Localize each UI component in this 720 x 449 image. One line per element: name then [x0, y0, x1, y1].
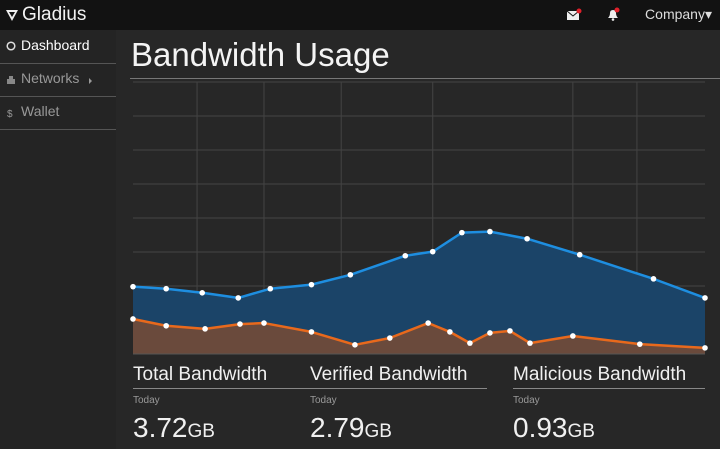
logo-icon	[6, 10, 18, 21]
stat-card: Malicious Bandwidth Today 0.93GB	[513, 364, 705, 444]
page-title: Bandwidth Usage	[131, 36, 390, 73]
nav-caret	[89, 78, 92, 84]
stat-period: Today	[513, 395, 540, 406]
data-point	[636, 341, 643, 347]
data-point	[507, 328, 513, 334]
nav-label[interactable]: Dashboard	[21, 37, 90, 53]
data-point	[308, 329, 315, 335]
bell-icon[interactable]	[605, 7, 621, 23]
data-point	[163, 322, 169, 329]
area-fill	[133, 318, 705, 354]
nav-label[interactable]: Networks	[21, 70, 80, 86]
data-point	[267, 285, 274, 292]
nav-icon	[7, 76, 15, 84]
stat-value: 0.93GB	[513, 412, 705, 444]
nav-icon	[6, 41, 16, 51]
data-point	[487, 330, 493, 336]
nav-icon: $	[7, 109, 13, 118]
data-point	[570, 333, 576, 339]
stat-card: Total Bandwidth Today 3.72GB	[133, 364, 310, 444]
data-point	[163, 285, 169, 292]
title-rule	[130, 78, 720, 79]
account-name[interactable]: Company	[645, 6, 705, 22]
stat-unit: GB	[364, 421, 392, 442]
nav-item[interactable]: Networks	[0, 63, 116, 97]
stat-label: Verified Bandwidth	[310, 364, 468, 385]
data-point	[702, 295, 708, 301]
stat-rule	[133, 388, 310, 389]
data-point	[237, 321, 243, 327]
stat-unit: GB	[567, 421, 595, 442]
mail-icon[interactable]	[566, 8, 582, 22]
data-point	[524, 235, 530, 242]
data-point	[202, 326, 208, 332]
stat-rule	[513, 388, 705, 389]
stat-period: Today	[133, 395, 160, 406]
stat-label: Malicious Bandwidth	[513, 364, 687, 385]
data-point	[702, 345, 708, 351]
stat-unit: GB	[187, 421, 215, 442]
data-point	[352, 342, 358, 348]
data-point	[429, 248, 436, 255]
stat-rule	[310, 388, 487, 389]
stat-period: Today	[310, 395, 337, 406]
data-point	[130, 283, 136, 290]
area-fill	[133, 231, 705, 354]
account-menu[interactable]: Company▾	[645, 6, 712, 22]
stat-value: 3.72GB	[133, 412, 310, 444]
stat-value: 2.79GB	[310, 412, 487, 444]
data-point	[527, 340, 533, 346]
stat-number: 3.72	[133, 412, 188, 443]
data-point	[347, 271, 354, 278]
nav-item[interactable]: $ Wallet	[0, 96, 116, 130]
data-point	[650, 276, 657, 282]
data-point	[467, 340, 473, 346]
data-point	[308, 281, 315, 288]
data-point	[235, 295, 242, 301]
stat-label: Total Bandwidth	[133, 364, 268, 385]
brand[interactable]: Gladius	[22, 4, 87, 25]
stat-number: 2.79	[310, 412, 365, 443]
data-point	[576, 251, 583, 258]
data-point	[130, 316, 136, 322]
nav-item[interactable]: Dashboard	[0, 30, 116, 64]
data-point	[199, 290, 206, 296]
nav-label[interactable]: Wallet	[21, 103, 60, 119]
data-point	[487, 228, 493, 235]
data-point	[402, 252, 409, 259]
stat-card: Verified Bandwidth Today 2.79GB	[310, 364, 487, 444]
stat-number: 0.93	[513, 412, 568, 443]
data-point	[447, 329, 453, 335]
sidebar: Dashboard Networks $ Wallet	[0, 30, 116, 449]
data-point	[459, 229, 465, 236]
data-point	[425, 320, 431, 326]
svg-text:$: $	[7, 109, 13, 118]
data-point	[261, 320, 267, 326]
data-point	[387, 335, 393, 341]
top-bar: Gladius Company▾	[0, 0, 720, 30]
